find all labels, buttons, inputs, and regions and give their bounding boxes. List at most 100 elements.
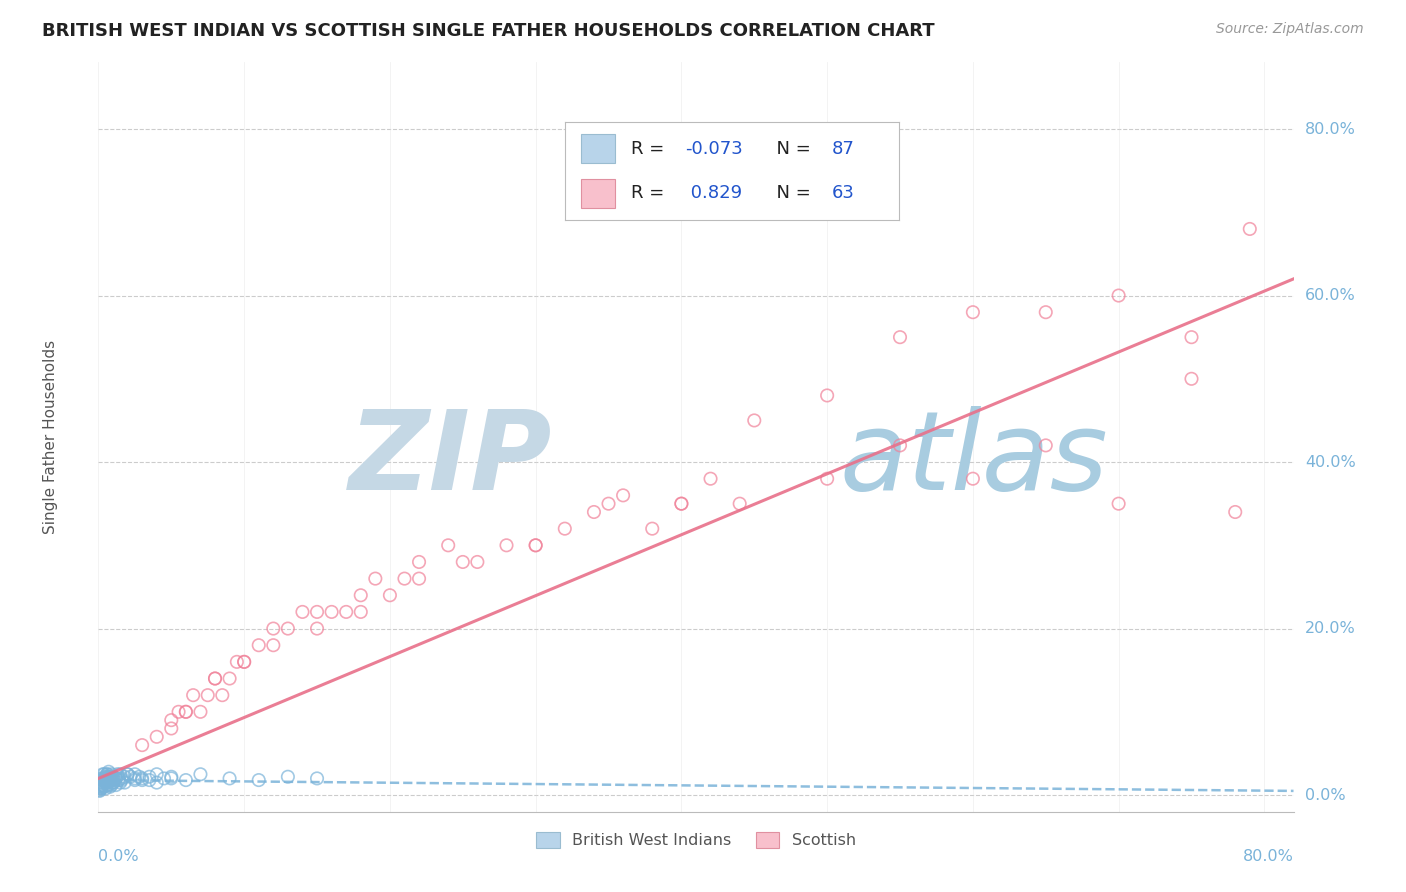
Point	[108, 772, 131, 786]
Point	[98, 770, 121, 784]
Point	[408, 572, 430, 586]
Point	[554, 522, 576, 536]
Legend: British West Indians, Scottish: British West Indians, Scottish	[527, 823, 865, 856]
Point	[815, 388, 838, 402]
Point	[124, 773, 146, 788]
Point	[91, 778, 114, 792]
Point	[138, 773, 160, 788]
Point	[247, 773, 270, 788]
Point	[190, 705, 212, 719]
Point	[815, 472, 838, 486]
Point	[114, 775, 136, 789]
Point	[89, 780, 111, 794]
Point	[233, 655, 256, 669]
Point	[305, 605, 328, 619]
Point	[98, 780, 121, 794]
Point	[962, 472, 984, 486]
Point	[1180, 330, 1202, 344]
Point	[582, 505, 605, 519]
Text: Source: ZipAtlas.com: Source: ZipAtlas.com	[1216, 22, 1364, 37]
Point	[124, 772, 146, 786]
Point	[89, 784, 111, 798]
Point	[174, 705, 197, 719]
Point	[98, 772, 121, 786]
Point	[211, 688, 233, 702]
Point	[218, 772, 240, 786]
Point	[145, 730, 167, 744]
Point	[181, 688, 204, 702]
Point	[262, 638, 284, 652]
Point	[104, 778, 127, 792]
Point	[100, 778, 122, 792]
Point	[117, 767, 139, 781]
Point	[91, 772, 114, 786]
Point	[96, 775, 118, 789]
Point	[277, 770, 299, 784]
Point	[1108, 288, 1130, 302]
Point	[98, 773, 121, 788]
Point	[437, 538, 460, 552]
Point	[91, 767, 114, 781]
Point	[101, 770, 124, 784]
Point	[408, 555, 430, 569]
Point	[108, 773, 131, 788]
Point	[94, 781, 117, 796]
Point	[93, 773, 115, 788]
Point	[103, 773, 125, 788]
Point	[524, 538, 547, 552]
Point	[94, 772, 117, 786]
Point	[120, 770, 142, 784]
Point	[612, 488, 634, 502]
Text: 20.0%: 20.0%	[1305, 621, 1355, 636]
Point	[96, 773, 118, 788]
Point	[97, 770, 120, 784]
Point	[728, 497, 751, 511]
Point	[495, 538, 517, 552]
Point	[114, 770, 136, 784]
Point	[101, 775, 124, 789]
Point	[378, 588, 401, 602]
Point	[104, 772, 127, 786]
Point	[90, 772, 112, 786]
Point	[138, 770, 160, 784]
Point	[110, 775, 132, 789]
Point	[101, 775, 124, 789]
Point	[174, 705, 197, 719]
Point	[153, 772, 176, 786]
Point	[89, 783, 111, 797]
Point	[90, 780, 112, 794]
Text: 60.0%: 60.0%	[1305, 288, 1355, 303]
Point	[204, 672, 226, 686]
Point	[350, 605, 373, 619]
Point	[105, 767, 128, 781]
Point	[93, 775, 115, 789]
Point	[145, 767, 167, 781]
Point	[93, 773, 115, 788]
Point	[90, 780, 112, 794]
Point	[167, 705, 190, 719]
Point	[90, 781, 112, 796]
Point	[291, 605, 314, 619]
Point	[93, 774, 115, 789]
Point	[160, 770, 183, 784]
Text: 80.0%: 80.0%	[1243, 849, 1294, 864]
Point	[197, 688, 219, 702]
Point	[225, 655, 247, 669]
Point	[93, 767, 115, 781]
Point	[101, 775, 124, 789]
Text: ZIP: ZIP	[349, 406, 553, 513]
Point	[742, 413, 765, 427]
Point	[100, 773, 122, 788]
Point	[174, 773, 197, 788]
Point	[96, 767, 118, 781]
Point	[641, 522, 664, 536]
Point	[111, 773, 134, 788]
Point	[889, 330, 911, 344]
Point	[321, 605, 343, 619]
Point	[247, 638, 270, 652]
Point	[89, 781, 111, 796]
Point	[94, 770, 117, 784]
Point	[671, 497, 693, 511]
Point	[277, 622, 299, 636]
Point	[90, 775, 112, 789]
